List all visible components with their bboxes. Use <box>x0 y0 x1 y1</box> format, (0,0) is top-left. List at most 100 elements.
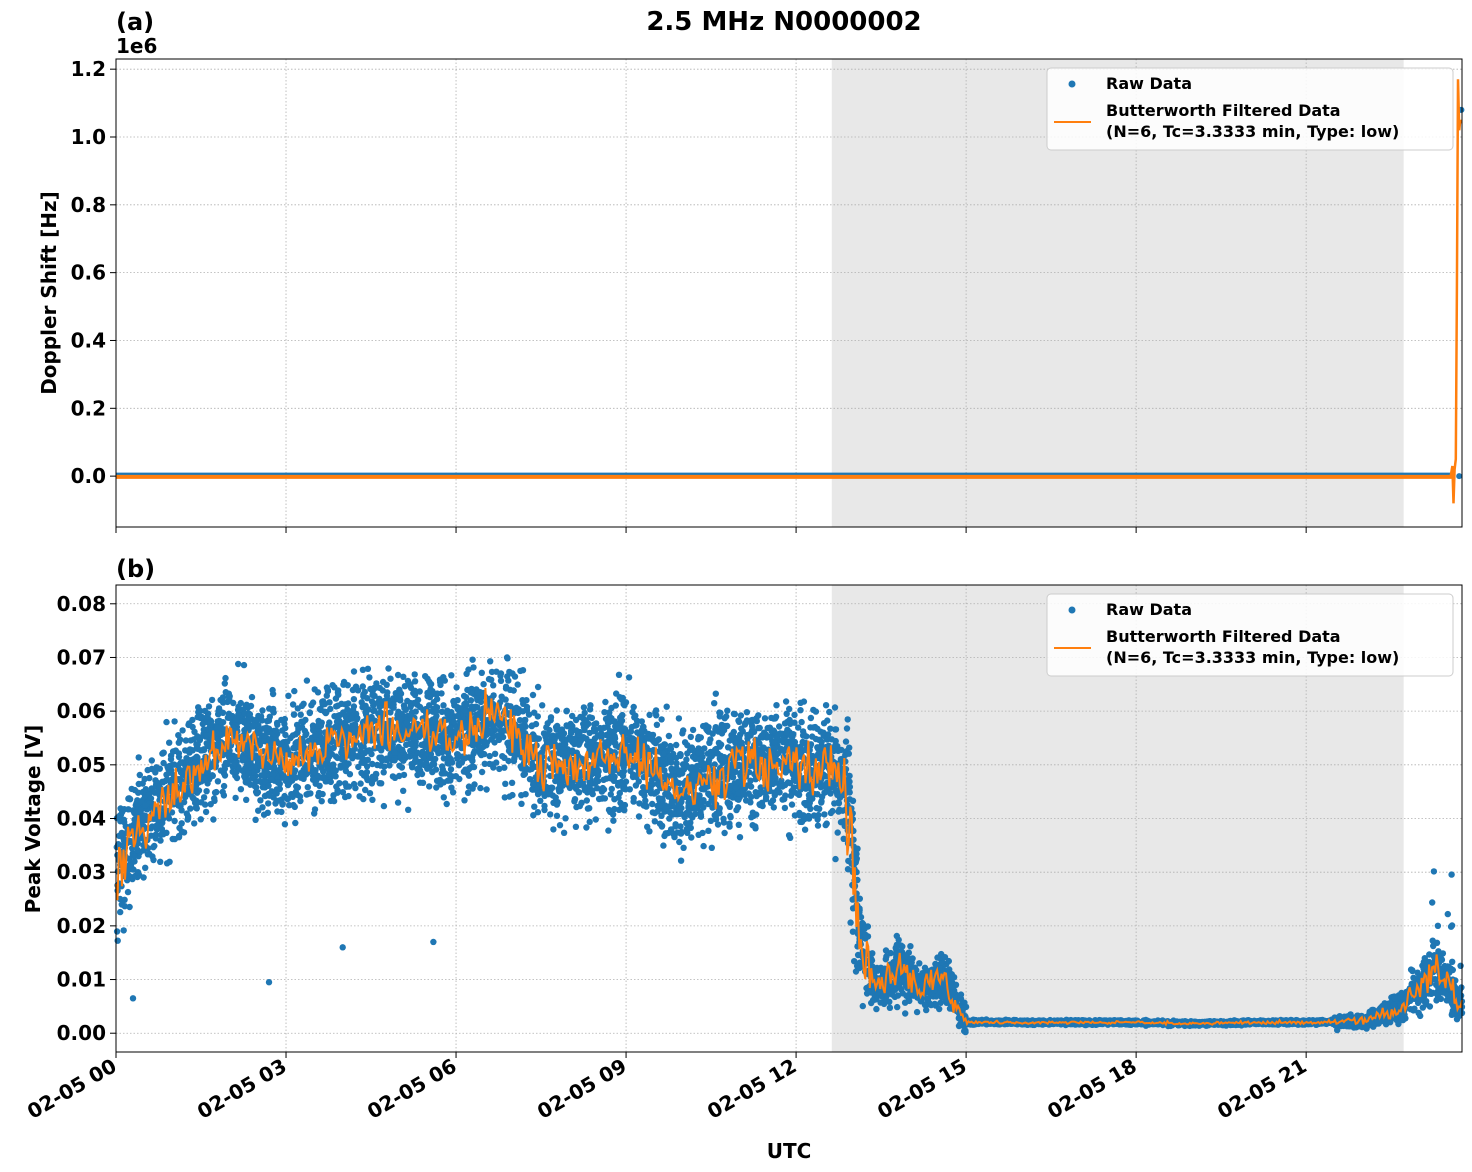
b-raw-point <box>394 799 402 806</box>
panel-a: 0.00.20.40.60.81.01.2 (a) 1e6 Doppler Sh… <box>37 8 1465 533</box>
b-raw-point <box>606 727 614 735</box>
b-raw-point <box>502 780 509 787</box>
b-raw-point <box>411 678 419 685</box>
b-raw-point <box>175 732 182 739</box>
b-raw-point <box>782 698 790 705</box>
b-raw-point <box>380 802 388 810</box>
b-raw-point <box>376 780 383 787</box>
b-raw-point <box>705 790 712 797</box>
b-raw-point <box>179 727 186 734</box>
b-raw-point <box>346 771 354 778</box>
b-raw-point <box>523 697 530 704</box>
b-raw-point <box>680 844 687 851</box>
b-raw-point <box>439 763 446 770</box>
b-raw-point <box>653 788 661 796</box>
b-raw-point <box>197 816 204 823</box>
b-raw-point <box>440 702 447 709</box>
b-raw-point <box>562 815 569 822</box>
b-raw-point <box>677 857 685 864</box>
b-raw-point <box>135 780 142 788</box>
b-raw-point <box>124 888 132 896</box>
panel-a-label: (a) <box>116 8 154 36</box>
b-raw-point <box>822 702 830 709</box>
a-legend: Raw Data Butterworth Filtered Data (N=6,… <box>1046 67 1454 151</box>
b-raw-point <box>380 769 387 776</box>
a-legend-box <box>1046 67 1454 151</box>
b-raw-point <box>743 709 751 716</box>
b-raw-point <box>470 664 477 671</box>
b-raw-point <box>531 803 538 810</box>
b-raw-point <box>798 818 806 826</box>
b-raw-point <box>177 759 184 766</box>
b-raw-point <box>491 750 499 757</box>
b-raw-point <box>798 718 805 726</box>
b-raw-point <box>221 772 229 779</box>
b-raw-point <box>221 680 228 687</box>
b-raw-point <box>483 786 490 793</box>
b-raw-point <box>117 908 124 916</box>
b-raw-point <box>761 715 769 722</box>
b-raw-point <box>517 667 524 675</box>
b-raw-point <box>243 796 250 803</box>
b-raw-point <box>195 704 202 711</box>
b-raw-point <box>189 716 196 724</box>
a-y-tick-label: 0.0 <box>71 464 106 488</box>
b-raw-point <box>699 829 706 837</box>
b-raw-point <box>273 719 281 727</box>
b-raw-point <box>683 756 690 763</box>
a-y-tick-label: 0.2 <box>71 396 106 420</box>
b-raw-point <box>843 725 851 732</box>
b-raw-point <box>178 820 185 827</box>
b-raw-point <box>440 794 447 801</box>
a-legend-raw-label: Raw Data <box>1106 74 1192 93</box>
b-raw-point <box>210 816 217 823</box>
b-raw-point <box>384 689 391 696</box>
b-raw-point <box>135 754 142 761</box>
b-raw-points <box>113 654 1466 1036</box>
b-raw-point <box>630 794 637 802</box>
b-raw-point <box>832 726 840 733</box>
b-raw-point <box>142 864 149 871</box>
b-raw-point <box>1417 1012 1424 1020</box>
a-legend-raw-marker <box>1068 80 1076 88</box>
b-raw-point <box>303 730 310 737</box>
b-raw-point <box>635 778 642 785</box>
b-raw-point <box>446 771 453 779</box>
b-raw-point <box>468 703 476 710</box>
b-raw-point <box>281 821 289 828</box>
b-raw-point <box>714 821 722 828</box>
b-raw-point <box>707 736 714 743</box>
b-raw-point <box>369 691 376 699</box>
b-raw-point <box>364 665 372 672</box>
b-raw-point <box>1430 868 1438 875</box>
b-raw-point <box>200 794 208 801</box>
b-raw-point <box>599 784 606 792</box>
b-raw-point <box>594 785 601 792</box>
b-raw-point <box>289 732 297 739</box>
b-data <box>113 654 1466 1036</box>
b-raw-point <box>144 766 151 774</box>
b-raw-point <box>797 699 804 706</box>
a-axes-frame <box>115 58 1463 528</box>
b-raw-point <box>501 764 508 771</box>
b-raw-point <box>894 1003 901 1011</box>
b-raw-point <box>849 928 857 935</box>
b-raw-point <box>826 708 833 716</box>
a-raw-point <box>1456 473 1463 480</box>
b-raw-point <box>592 816 599 823</box>
b-raw-point <box>821 811 828 818</box>
b-raw-point <box>541 806 548 814</box>
b-raw-point <box>191 820 198 827</box>
b-raw-point <box>656 802 663 809</box>
b-raw-point <box>1434 922 1442 929</box>
b-raw-point <box>691 810 699 818</box>
b-raw-point <box>786 705 793 713</box>
b-raw-point <box>252 816 259 823</box>
a-y-tick-label: 1.2 <box>71 57 106 81</box>
b-raw-point <box>359 683 366 690</box>
a-y-axis-label: Doppler Shift [Hz] <box>37 191 61 395</box>
b-raw-point <box>832 855 839 863</box>
b-raw-point <box>813 804 820 812</box>
b-raw-point <box>916 960 923 967</box>
b-raw-point <box>749 822 756 829</box>
